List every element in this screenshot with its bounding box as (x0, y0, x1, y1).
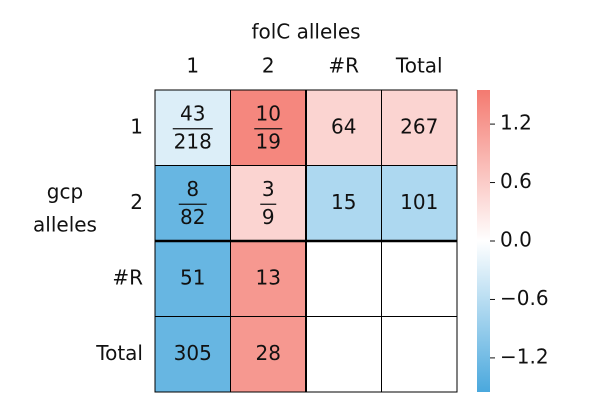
y-tick-label: Total (95, 341, 143, 365)
heatmap-cell (154, 89, 231, 166)
heatmap-cell (230, 316, 307, 393)
cell-numerator: 10 (256, 101, 281, 125)
x-tick-label: Total (395, 54, 443, 78)
cell-denominator: 19 (256, 129, 281, 153)
heatmap-cell (154, 316, 231, 393)
y-tick-label: 2 (130, 190, 143, 214)
y-axis-label: alleles (33, 213, 97, 237)
cell-numerator: 8 (186, 177, 199, 201)
cell-denominator: 218 (174, 129, 212, 153)
heatmap-cell (154, 240, 231, 317)
heatmap-cell (305, 316, 382, 393)
heatmap-cell (381, 240, 458, 317)
colorbar-tick-label: −0.6 (500, 286, 549, 310)
y-axis-label: gcp (47, 180, 83, 204)
cell-label: 64 (331, 114, 356, 138)
y-tick-label: 1 (130, 114, 143, 138)
cell-numerator: 3 (262, 177, 275, 201)
heatmap-cell (381, 165, 458, 242)
heatmap-cell (381, 316, 458, 393)
colorbar-tick-label: 1.2 (500, 111, 532, 135)
heatmap-cell (381, 89, 458, 166)
cell-numerator: 43 (180, 101, 205, 125)
cell-label: 28 (256, 341, 281, 365)
x-tick-label: 2 (262, 54, 275, 78)
cell-label: 267 (400, 114, 438, 138)
x-tick-label: 1 (186, 54, 199, 78)
colorbar-tick-label: −1.2 (500, 344, 549, 368)
y-tick-label: #R (112, 265, 143, 289)
cell-label: 13 (256, 265, 281, 289)
chart-title: folC alleles (251, 20, 360, 44)
cell-denominator: 82 (180, 205, 205, 229)
cell-denominator: 9 (262, 205, 275, 229)
cell-label: 305 (174, 341, 212, 365)
colorbar (477, 90, 490, 392)
heatmap-cell (230, 89, 307, 166)
cell-label: 101 (400, 190, 438, 214)
heatmap-cell (305, 240, 382, 317)
colorbar-tick-label: 0.6 (500, 169, 532, 193)
cell-label: 15 (331, 190, 356, 214)
colorbar-tick-label: 0.0 (500, 228, 532, 252)
x-tick-label: #R (328, 54, 359, 78)
cell-label: 51 (180, 265, 205, 289)
